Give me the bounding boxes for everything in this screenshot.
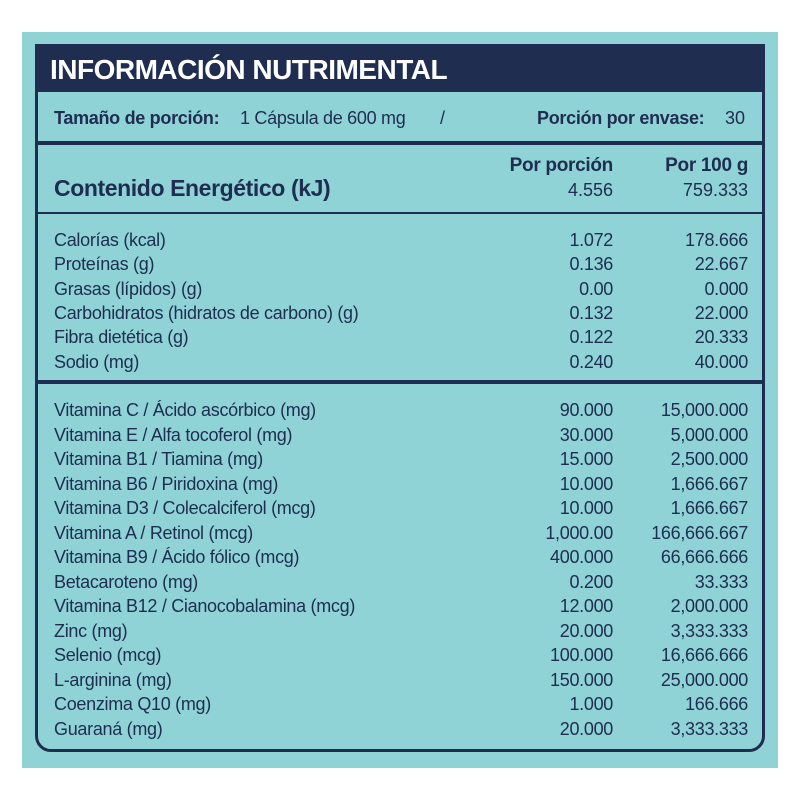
per-serving: 20.000 bbox=[559, 718, 614, 739]
per-100g: 22.667 bbox=[694, 254, 749, 275]
per-serving: 0.240 bbox=[569, 351, 613, 372]
title: INFORMACIÓN NUTRIMENTAL bbox=[50, 54, 448, 85]
nutrient-name: Sodio (mg) bbox=[54, 351, 140, 372]
per-serving: 1,000.00 bbox=[545, 522, 613, 543]
per-serving: 10.000 bbox=[559, 473, 614, 494]
energy-value: 4.556 bbox=[567, 180, 613, 200]
per-serving: 90.000 bbox=[559, 400, 614, 420]
per-100g: 25,000.000 bbox=[660, 669, 748, 690]
nutrient-name: Vitamina B9 / Ácido fólico (mcg) bbox=[54, 547, 300, 567]
nutrient-name: Guaraná (mg) bbox=[54, 718, 163, 739]
nutrient-name: Calorías (kcal) bbox=[54, 230, 166, 250]
column-header: Por porción bbox=[509, 155, 614, 176]
divider bbox=[35, 212, 765, 214]
per-100g: 166.666 bbox=[685, 694, 748, 714]
per-serving: 150.000 bbox=[550, 669, 613, 690]
per-100g: 33.333 bbox=[694, 571, 749, 592]
per-100g: 15,000.000 bbox=[660, 400, 748, 420]
per-serving: 30.000 bbox=[559, 424, 614, 445]
per-serving: 15.000 bbox=[559, 449, 614, 469]
per-serving: 20.000 bbox=[559, 620, 614, 641]
per-serving: 0.136 bbox=[569, 254, 613, 275]
nutrient-name: Coenzima Q10 (mg) bbox=[54, 694, 211, 714]
servings-value: 30 bbox=[725, 108, 746, 128]
per-100g: 16,666.666 bbox=[660, 645, 748, 665]
per-serving: 0.122 bbox=[569, 327, 613, 348]
per-100g: 66,666.666 bbox=[660, 547, 748, 567]
per-100g: 2,000.000 bbox=[670, 596, 749, 616]
per-serving: 100.000 bbox=[550, 645, 613, 665]
column-header: Por 100 g bbox=[665, 155, 748, 176]
nutrient-name: L-arginina (mg) bbox=[54, 669, 172, 690]
serving-size-value: 1 Cápsula de 600 mg bbox=[240, 108, 406, 128]
nutrient-name: Grasas (lípidos) (g) bbox=[54, 278, 203, 299]
title-bar bbox=[35, 44, 765, 92]
nutrient-name: Vitamina C / Ácido ascórbico (mg) bbox=[54, 400, 316, 420]
nutrient-name: Zinc (mg) bbox=[54, 620, 128, 641]
per-serving: 0.132 bbox=[569, 302, 613, 323]
per-100g: 22.000 bbox=[694, 302, 749, 323]
nutrient-name: Proteínas (g) bbox=[54, 254, 155, 275]
energy-name: Contenido Energético (kJ) bbox=[54, 175, 331, 201]
per-100g: 178.666 bbox=[685, 230, 748, 250]
per-100g: 1,666.667 bbox=[670, 473, 749, 494]
per-100g: 20.333 bbox=[694, 327, 749, 348]
per-serving: 400.000 bbox=[550, 547, 613, 567]
per-100g: 3,333.333 bbox=[670, 620, 749, 641]
per-100g: 166,666.667 bbox=[651, 522, 748, 543]
nutrient-name: Vitamina B6 / Piridoxina (mg) bbox=[54, 473, 279, 494]
nutrient-name: Fibra dietética (g) bbox=[54, 327, 189, 348]
nutrient-name: Selenio (mcg) bbox=[54, 645, 162, 665]
nutrient-name: Vitamina D3 / Colecalciferol (mcg) bbox=[54, 498, 316, 518]
per-100g: 3,333.333 bbox=[670, 718, 749, 739]
divider bbox=[35, 380, 765, 384]
divider bbox=[35, 141, 765, 145]
per-100g: 1,666.667 bbox=[670, 498, 749, 518]
per-serving: 0.200 bbox=[569, 571, 613, 592]
nutrient-name: Carbohidratos (hidratos de carbono) (g) bbox=[54, 302, 359, 323]
per-serving: 1.000 bbox=[569, 694, 613, 714]
label-background bbox=[22, 32, 778, 768]
serving-size-label: Tamaño de porción: bbox=[54, 108, 220, 128]
per-serving: 0.00 bbox=[579, 278, 613, 299]
per-100g: 5,000.000 bbox=[670, 424, 749, 445]
separator: / bbox=[440, 108, 446, 128]
per-serving: 1.072 bbox=[569, 230, 613, 250]
servings-label: Porción por envase: bbox=[537, 108, 705, 128]
energy-value: 759.333 bbox=[682, 180, 748, 200]
per-serving: 12.000 bbox=[559, 596, 614, 616]
nutrient-name: Vitamina B12 / Cianocobalamina (mcg) bbox=[54, 596, 356, 616]
nutrient-name: Vitamina A / Retinol (mcg) bbox=[54, 522, 253, 543]
per-100g: 2,500.000 bbox=[670, 449, 749, 469]
per-100g: 0.000 bbox=[704, 278, 748, 299]
per-100g: 40.000 bbox=[694, 351, 749, 372]
per-serving: 10.000 bbox=[559, 498, 614, 518]
nutrient-name: Betacaroteno (mg) bbox=[54, 571, 198, 592]
nutrient-name: Vitamina E / Alfa tocoferol (mg) bbox=[54, 424, 293, 445]
nutrient-name: Vitamina B1 / Tiamina (mg) bbox=[54, 449, 263, 469]
